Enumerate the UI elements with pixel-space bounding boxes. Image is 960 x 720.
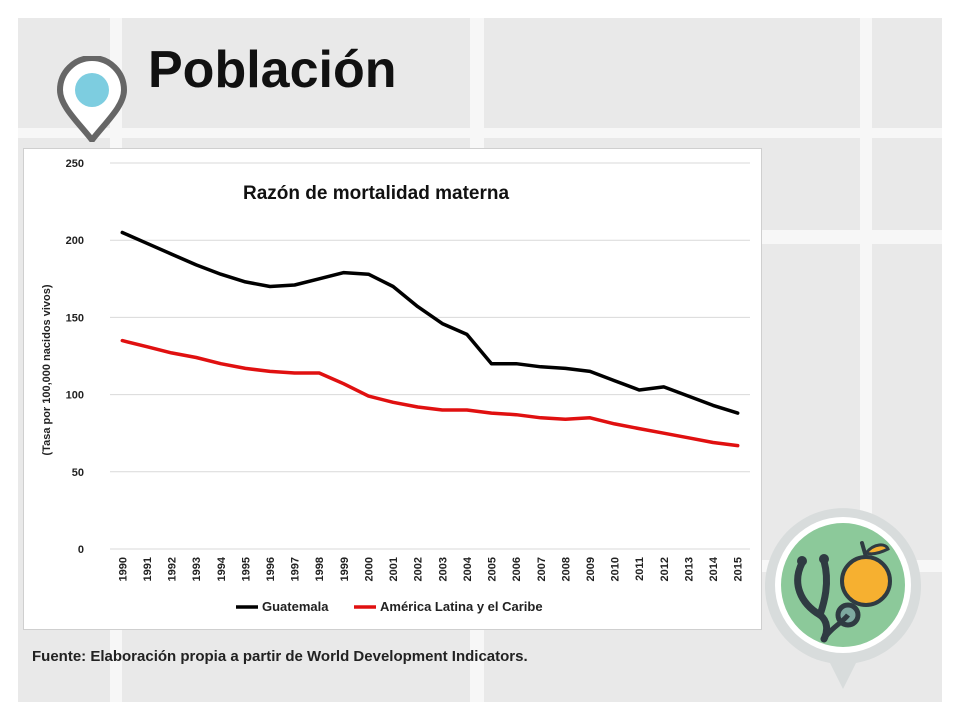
x-tick-label: 2013 <box>683 557 695 581</box>
x-tick-label: 1993 <box>191 557 203 581</box>
mortality-line-chart: 0 50 100 150 200 250 1990 1991 1992 1993 1994 1995 1… <box>41 158 750 614</box>
x-tick-label: 1990 <box>117 557 129 581</box>
y-tick-label: 150 <box>66 312 84 324</box>
x-tick-label: 2002 <box>413 557 425 581</box>
x-tick-label: 2010 <box>610 557 622 581</box>
y-tick-label: 250 <box>66 158 84 170</box>
y-tick-label: 50 <box>72 467 84 479</box>
location-pin-icon <box>56 56 128 142</box>
y-tick-label: 0 <box>78 544 84 556</box>
x-tick-label: 1998 <box>314 557 326 581</box>
x-tick-label: 2008 <box>560 557 572 581</box>
legend-label: América Latina y el Caribe <box>380 599 543 614</box>
page-title: Población <box>148 41 397 99</box>
x-tick-label: 2015 <box>733 557 745 581</box>
x-tick-label: 1991 <box>142 557 154 581</box>
chart-container: 0 50 100 150 200 250 1990 1991 1992 1993 1994 1995 1… <box>23 148 762 630</box>
x-tick-label: 2001 <box>388 557 400 581</box>
x-tick-label: 1995 <box>240 557 252 581</box>
x-tick-label: 2004 <box>462 556 474 581</box>
x-tick-label: 1996 <box>265 557 277 581</box>
x-tick-label: 2005 <box>487 557 499 581</box>
x-tick-label: 1992 <box>167 557 179 581</box>
x-tick-label: 2006 <box>511 557 523 581</box>
x-tick-label: 2000 <box>363 557 375 581</box>
x-tick-label: 2012 <box>659 557 671 581</box>
chart-title: Razón de mortalidad materna <box>243 183 509 204</box>
series-line-america-latina <box>120 338 740 448</box>
stethoscope-orange-badge-icon <box>765 508 921 689</box>
x-tick-label: 2014 <box>708 556 720 581</box>
x-tick-label: 1994 <box>216 556 228 581</box>
x-tick-label: 1999 <box>339 557 351 581</box>
x-tick-label: 1997 <box>290 557 302 581</box>
x-tick-label: 2003 <box>437 557 449 581</box>
x-tick-label: 2007 <box>536 557 548 581</box>
background-road <box>860 18 872 578</box>
y-tick-label: 100 <box>66 390 84 402</box>
x-tick-label: 2009 <box>585 557 597 581</box>
y-tick-label: 200 <box>66 235 84 247</box>
background-road <box>18 128 942 138</box>
legend-label: Guatemala <box>262 599 329 614</box>
x-tick-label: 2011 <box>634 557 646 581</box>
source-note: Fuente: Elaboración propia a partir de W… <box>32 648 528 665</box>
series-line-guatemala <box>120 230 740 415</box>
y-axis-label: (Tasa por 100,000 nacidos vivos) <box>41 284 53 455</box>
background-road <box>760 230 942 244</box>
